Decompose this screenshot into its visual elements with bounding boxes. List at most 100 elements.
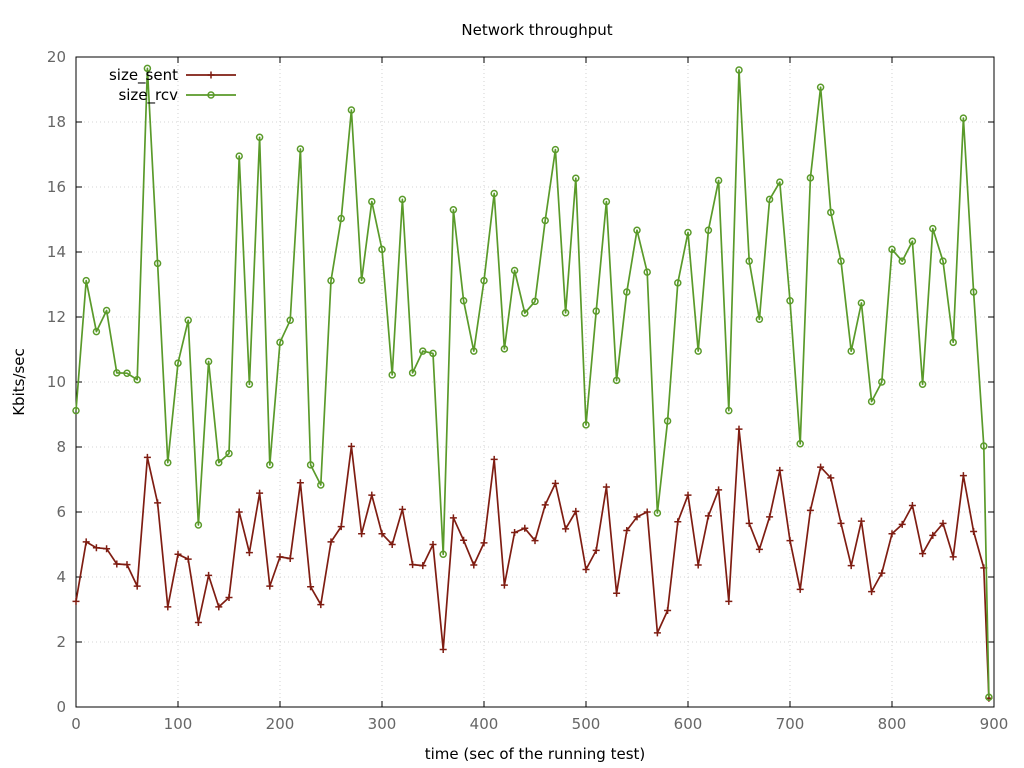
data-point [235, 152, 243, 160]
data-point [92, 544, 100, 552]
data-point [470, 347, 478, 355]
data-point [174, 550, 182, 558]
data-point [398, 505, 406, 513]
data-point [347, 442, 355, 450]
data-point [857, 517, 865, 525]
y-tick-label: 14 [47, 243, 66, 261]
data-point [837, 257, 845, 265]
data-point [888, 245, 896, 254]
data-point [551, 479, 559, 487]
data-point [561, 309, 570, 317]
data-point [470, 561, 478, 569]
data-point [613, 589, 621, 597]
data-point [572, 174, 580, 182]
data-point [786, 537, 794, 545]
y-tick-label: 16 [47, 178, 66, 196]
data-point [123, 369, 131, 377]
data-point [949, 553, 957, 561]
data-point [562, 525, 570, 533]
data-point [164, 603, 172, 611]
data-point [694, 561, 702, 569]
data-point [806, 174, 815, 182]
data-point [184, 316, 192, 324]
data-point [592, 546, 600, 554]
data-point [225, 593, 233, 601]
y-tick-label: 18 [47, 113, 66, 131]
data-point [592, 307, 600, 315]
data-point [664, 606, 672, 614]
data-point [663, 417, 672, 425]
data-point [786, 297, 794, 305]
legend-label: size_rcv [118, 86, 178, 105]
y-tick-label: 20 [47, 48, 66, 66]
data-point [245, 380, 254, 389]
data-point [215, 458, 223, 467]
data-point [429, 349, 437, 358]
data-point [796, 585, 804, 593]
data-point [888, 530, 896, 538]
data-point [612, 376, 621, 385]
data-point [572, 507, 580, 515]
legend-item: size_sent [109, 66, 236, 85]
data-point [357, 276, 366, 285]
x-tick-label: 500 [572, 715, 601, 733]
series-size-rcv [72, 64, 993, 701]
data-point [460, 536, 468, 544]
data-point [255, 133, 264, 142]
data-point [704, 512, 712, 520]
data-point [653, 629, 661, 637]
data-point [939, 257, 947, 265]
data-point [929, 531, 937, 539]
data-point [388, 371, 396, 379]
data-point [358, 530, 366, 538]
data-point [980, 442, 988, 450]
data-point [908, 502, 916, 509]
data-point [490, 189, 498, 198]
data-point [500, 581, 508, 589]
data-point [898, 257, 906, 265]
data-point [480, 276, 488, 285]
legend-item: size_rcv [118, 86, 236, 105]
data-point [929, 224, 937, 233]
data-point [623, 527, 631, 535]
data-point [735, 66, 743, 74]
x-tick-label: 900 [980, 715, 1009, 733]
data-point [225, 449, 233, 458]
y-tick-label: 10 [47, 373, 66, 391]
data-point [337, 523, 345, 531]
data-point [684, 491, 692, 499]
data-point [449, 514, 457, 522]
data-point [368, 491, 376, 499]
data-point [531, 297, 539, 306]
data-point [735, 425, 743, 433]
data-point [235, 508, 243, 516]
data-point [154, 499, 162, 507]
data-point [510, 266, 519, 275]
data-point [72, 597, 80, 605]
data-point [959, 472, 967, 480]
data-point [256, 489, 264, 497]
data-point [419, 562, 427, 570]
data-point [623, 288, 631, 296]
data-point [898, 520, 906, 528]
data-point [857, 299, 866, 307]
data-point [949, 338, 957, 347]
data-point [816, 83, 825, 91]
data-point [541, 501, 549, 509]
data-point [939, 519, 947, 527]
x-tick-label: 0 [71, 715, 81, 733]
data-point [847, 562, 855, 570]
data-point [837, 519, 845, 527]
data-point [459, 297, 468, 305]
data-point [551, 145, 560, 154]
data-point [276, 553, 284, 561]
data-point [286, 316, 294, 324]
x-tick-label: 200 [266, 715, 295, 733]
data-point [419, 347, 427, 355]
data-point [582, 421, 590, 429]
data-point [582, 566, 590, 574]
x-axis: 0 100 200 300 400 500 600 700 800 900 [71, 57, 1008, 733]
y-tick-label: 6 [56, 503, 66, 521]
data-point [908, 237, 917, 246]
data-point [868, 588, 876, 596]
